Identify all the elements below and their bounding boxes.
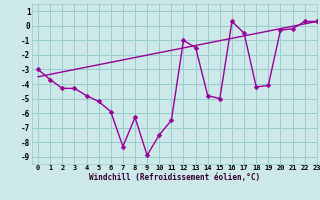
X-axis label: Windchill (Refroidissement éolien,°C): Windchill (Refroidissement éolien,°C) bbox=[89, 173, 260, 182]
